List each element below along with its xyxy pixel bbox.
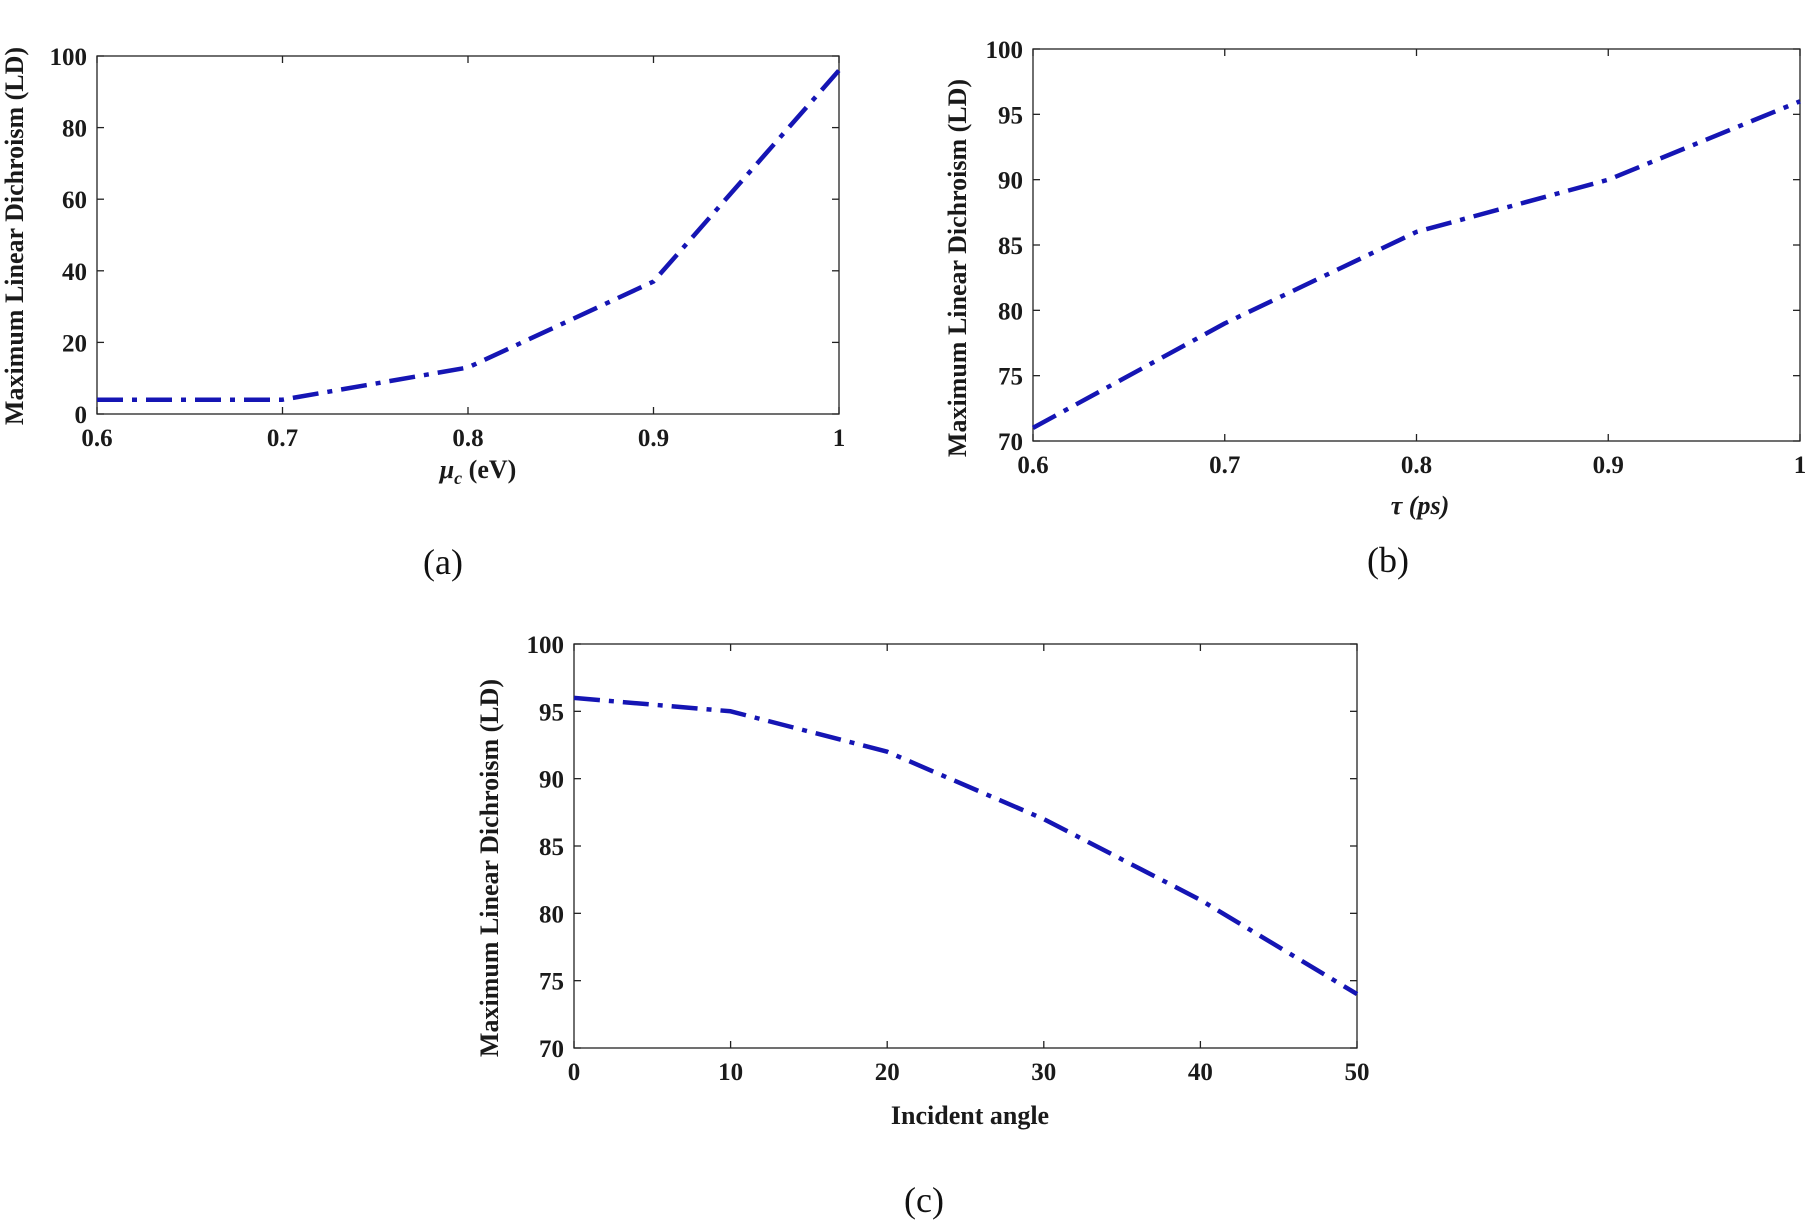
panel-a-x-tick-label: 1 [833,425,846,452]
panel-c-x-tick-label: 20 [875,1059,900,1086]
panel-a-caption: (a) [423,542,463,582]
panel-c-x-axis-label: Incident angle [891,1101,1049,1130]
panel-b-x-tick-label: 0.6 [1017,452,1048,479]
panel-a-x-tick-label: 0.8 [452,425,483,452]
panel-c-y-tick-label: 80 [539,901,564,928]
panel-c-series-line [573,695,1359,997]
panel-a-y-tick-label: 40 [62,259,87,286]
panel-b-x-tick-label: 0.9 [1593,452,1624,479]
panel-c-y-tick-label: 75 [539,969,564,996]
panel-c-y-axis-label: Maximum Linear Dichroism (LD) [475,679,504,1057]
panel-a-x-tick-label: 0.7 [267,425,298,452]
panel-c-y-tick-label: 85 [539,834,564,861]
panel-b-x-tick-label: 0.8 [1401,452,1432,479]
panel-a-y-tick-label: 0 [75,402,88,429]
panel-c-x-tick-label: 40 [1188,1059,1213,1086]
panel-b-y-tick-label: 100 [986,37,1024,64]
panel-c-x-tick-label: 0 [568,1059,581,1086]
panel-c-plot: 0 10 20 30 40 50 70 75 80 85 90 95 100 [527,632,1370,1086]
panel-a-y-axis-label: Maximum Linear Dichroism (LD) [0,47,29,425]
panel-c-x-tick-label: 30 [1031,1059,1056,1086]
panel-a-axes-frame [96,55,840,415]
panel-c-x-tick-label: 50 [1345,1059,1370,1086]
panel-a-x-tick-label: 0.9 [638,425,669,452]
panel-a-plot: 0.6 0.7 0.8 0.9 1 0 20 40 60 80 100 [50,44,846,452]
panel-a-y-tick-label: 60 [62,187,87,214]
panel-a: 0.6 0.7 0.8 0.9 1 0 20 40 60 80 100 μc (eV) Maximu… [0,44,845,582]
panel-b-x-tick-label: 0.7 [1209,452,1240,479]
panel-b-y-tick-label: 75 [998,364,1023,391]
panel-b-y-tick-label: 85 [998,233,1023,260]
panel-b-y-tick-label: 90 [998,168,1023,195]
panel-a-y-tick-label: 80 [62,116,87,143]
panel-b: 0.6 0.7 0.8 0.9 1 70 75 80 85 90 95 100 τ (ps) Maxi… [943,37,1806,580]
panel-c-y-tick-label: 90 [539,767,564,794]
panel-c-y-tick-label: 95 [539,699,564,726]
panel-b-y-tick-label: 95 [998,102,1023,129]
panel-a-y-tick-label: 20 [62,330,87,357]
panel-b-y-tick-label: 80 [998,298,1023,325]
panel-c: 0 10 20 30 40 50 70 75 80 85 90 95 100 Incident angl… [475,632,1370,1220]
panel-b-x-tick-label: 1 [1794,452,1807,479]
panel-b-axes-frame [1032,48,1801,442]
panel-b-x-axis-label: τ (ps) [1391,491,1449,520]
panel-b-plot: 0.6 0.7 0.8 0.9 1 70 75 80 85 90 95 100 [986,37,1807,479]
panel-b-y-axis-label: Maximum Linear Dichroism (LD) [943,79,972,457]
panel-c-axes-frame [573,643,1358,1049]
panel-a-series-line [97,68,841,402]
panel-b-caption: (b) [1367,540,1409,580]
panel-a-x-axis-label: μc (eV) [438,455,517,488]
panel-c-y-tick-label: 100 [527,632,565,659]
panel-c-y-tick-label: 70 [539,1036,564,1063]
panel-c-caption: (c) [904,1180,944,1220]
panel-b-y-tick-label: 70 [998,429,1023,456]
panel-c-x-tick-label: 10 [718,1059,743,1086]
panel-b-series-line [1031,99,1801,430]
panel-a-x-tick-label: 0.6 [81,425,112,452]
panel-a-y-tick-label: 100 [50,44,88,71]
